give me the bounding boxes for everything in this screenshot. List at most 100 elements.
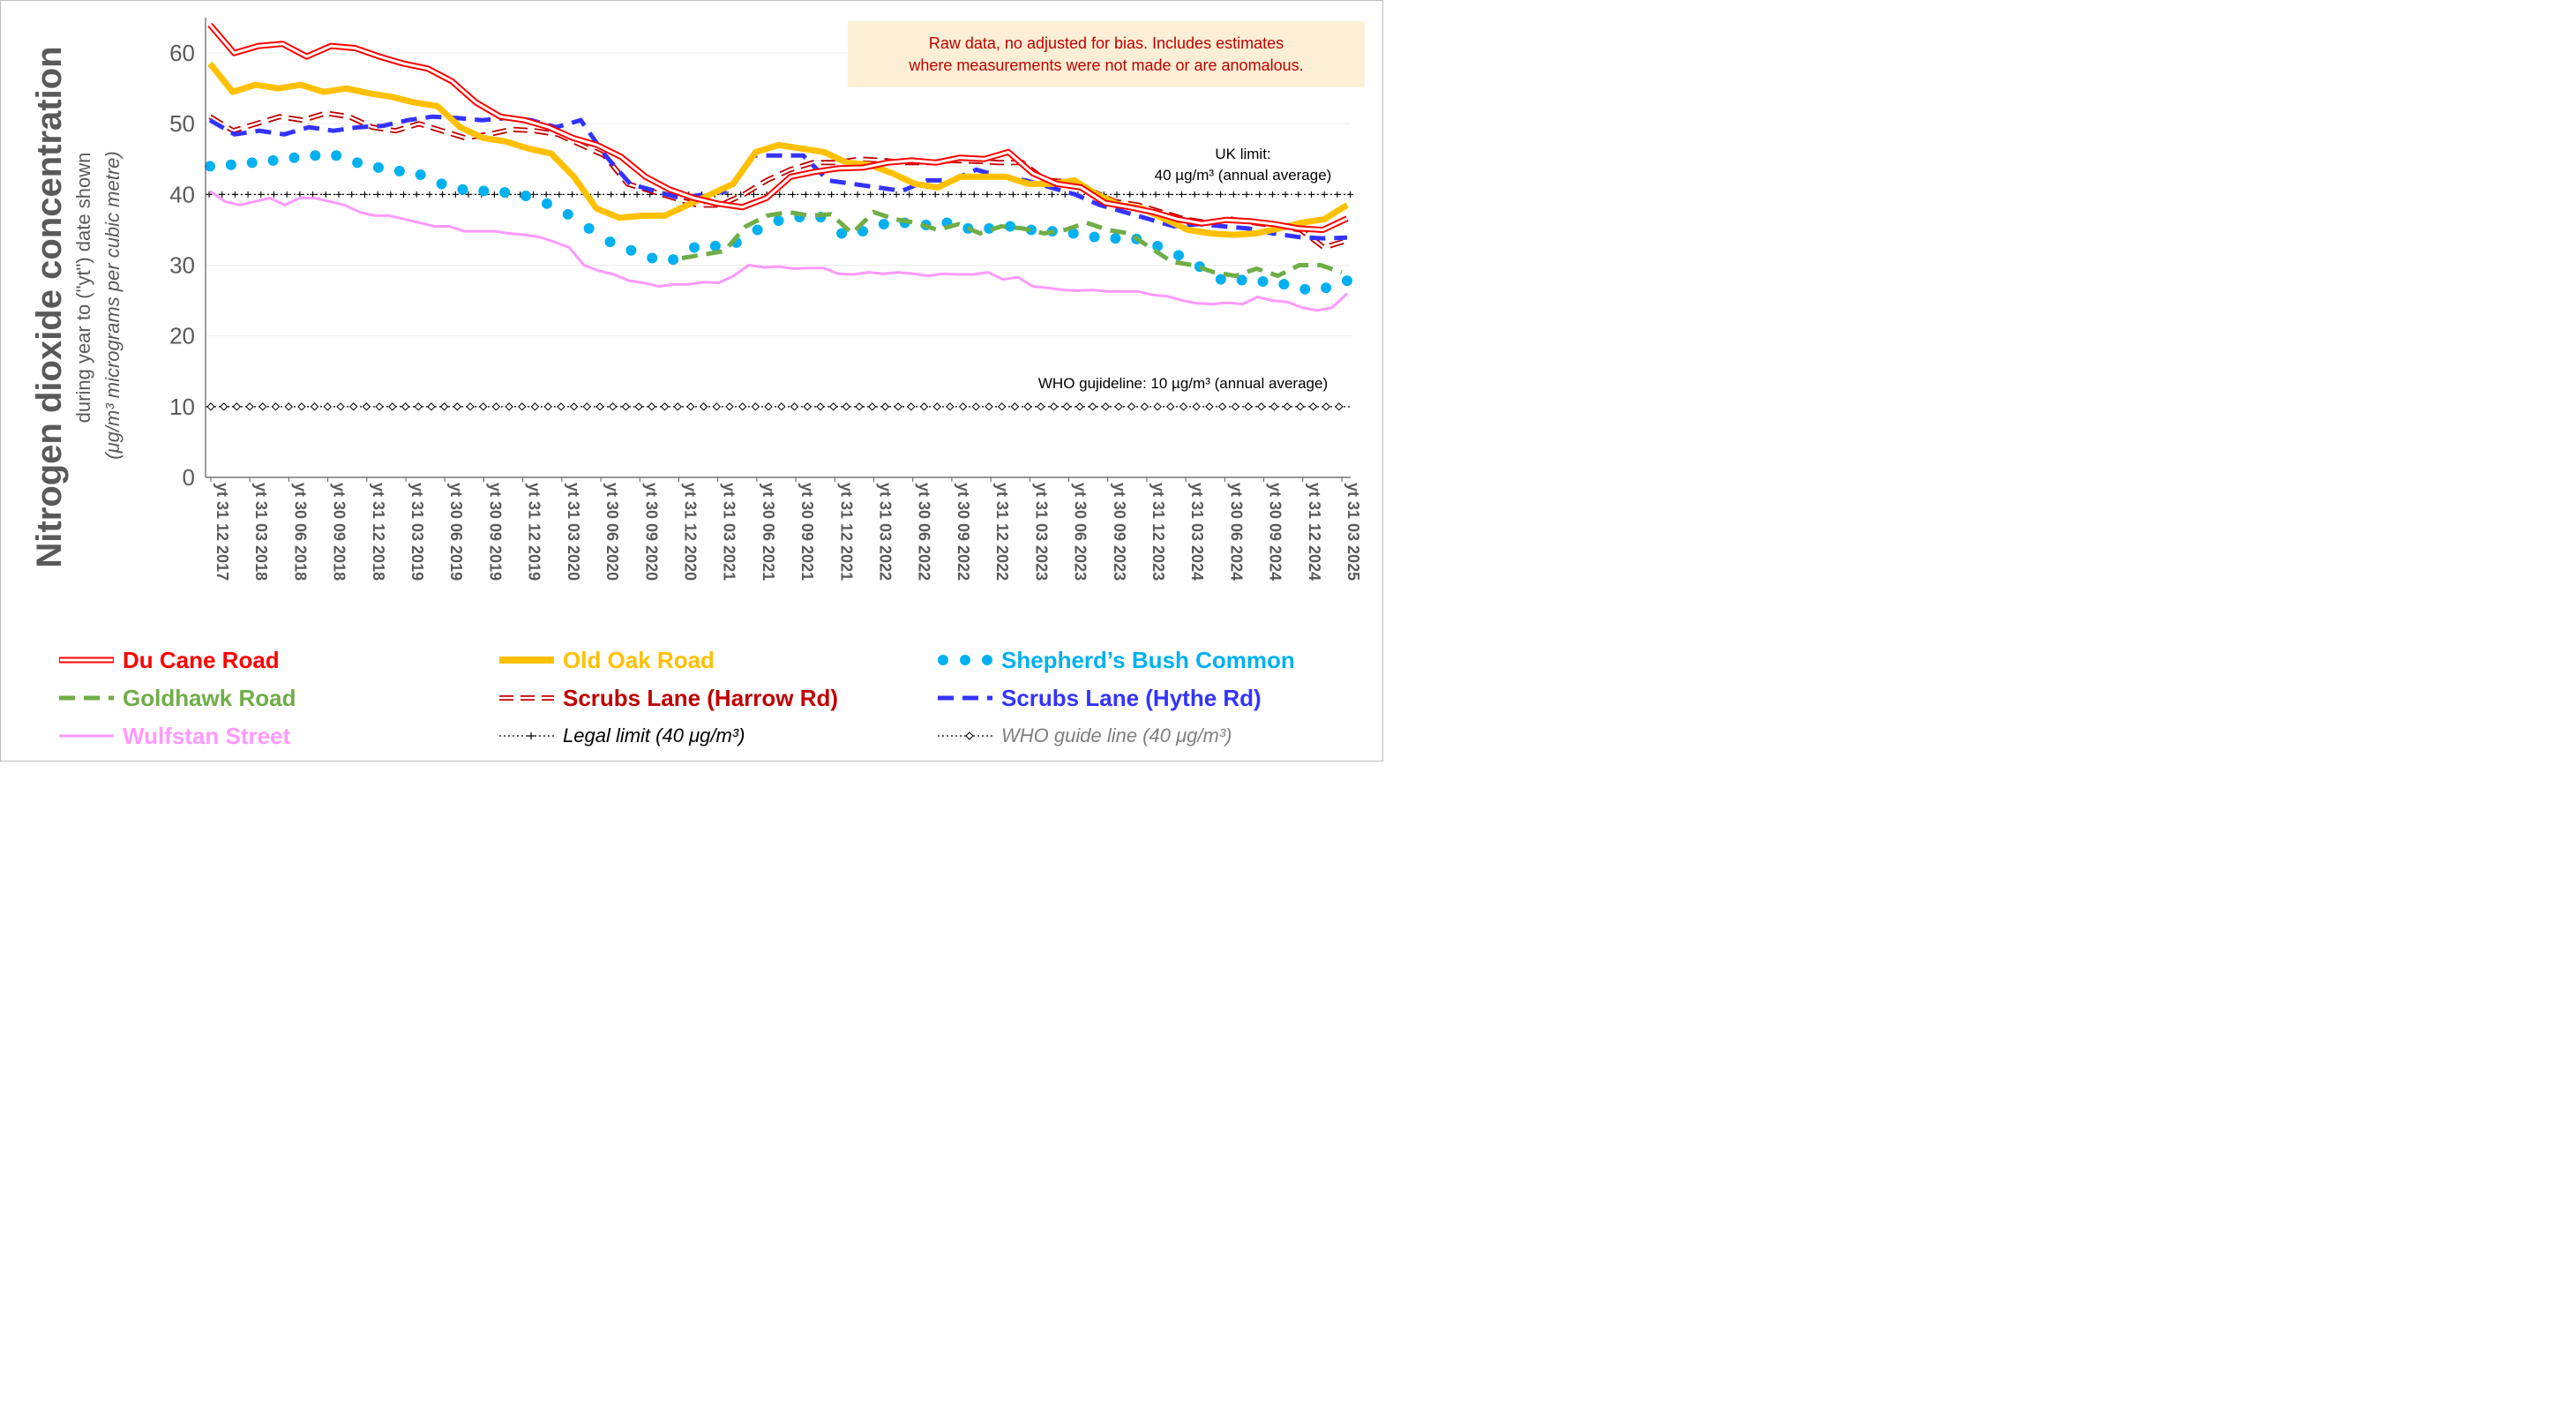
- legal-limit-marker: [1230, 191, 1237, 198]
- x-tick-label: yt 31 03 2025: [1344, 483, 1362, 581]
- series-line: [208, 114, 1348, 241]
- series-point: [352, 157, 363, 169]
- series-point: [1215, 274, 1226, 285]
- series-point: [668, 254, 679, 266]
- who-guideline-marker: [894, 402, 902, 411]
- legal-limit-marker: [932, 191, 939, 198]
- legal-limit-marker: [1113, 191, 1120, 198]
- x-tick-label: yt 30 06 2021: [760, 483, 777, 581]
- legal-limit-marker: [439, 191, 446, 198]
- y-axis-title: Nitrogen dioxide concentration during ye…: [30, 46, 124, 567]
- who-guideline-marker: [1140, 402, 1149, 411]
- legal-limit-marker: [258, 191, 265, 198]
- legend: Du Cane Road Old Oak Road Shepherd’s Bush …: [59, 647, 1295, 749]
- series-point: [604, 236, 616, 248]
- legal-limit-marker: [401, 191, 407, 198]
- x-tick-label: yt 30 09 2019: [486, 483, 504, 581]
- legal-limit-marker: [335, 191, 342, 198]
- who-guideline-marker: [919, 402, 929, 411]
- legal-limit-marker: [490, 191, 498, 198]
- legal-limit-marker: [945, 191, 952, 198]
- legal-limit-marker: [452, 191, 459, 198]
- legal-limit-marker: [219, 191, 226, 198]
- legal-limit-marker: [776, 191, 783, 198]
- x-tick-label: yt 30 09 2023: [1111, 483, 1128, 581]
- x-tick-label: yt 31 12 2022: [993, 483, 1011, 581]
- x-tick-label: yt 30 06 2019: [447, 483, 465, 581]
- x-tick-label: yt 31 12 2024: [1306, 483, 1323, 581]
- x-tick-label: yt 31 03 2018: [252, 483, 270, 581]
- legend-label: Shepherd’s Bush Common: [1001, 647, 1295, 673]
- who-guideline-marker: [777, 402, 786, 411]
- legal-limit-marker: [1269, 191, 1276, 198]
- who-guideline-marker: [414, 402, 423, 411]
- series-point: [541, 198, 552, 209]
- legal-limit-marker: [361, 191, 368, 198]
- who-guideline-label: WHO gujideline: 10 µg/m³ (annual average…: [1038, 375, 1328, 392]
- bias-note-box: [848, 21, 1365, 87]
- uk-limit-label-line2: 40 µg/m³ (annual average): [1155, 167, 1332, 184]
- legend-swatch-dot: [938, 655, 948, 665]
- series-line: [207, 61, 1349, 238]
- who-guideline-marker: [284, 402, 293, 411]
- x-tick-label: yt 31 03 2023: [1032, 483, 1050, 581]
- series-point: [773, 215, 784, 227]
- who-guideline-marker: [1075, 402, 1084, 411]
- legal-limit-marker: [530, 191, 536, 198]
- bias-note-line2: where measurements were not made or are …: [908, 56, 1303, 74]
- who-guideline-marker: [907, 402, 916, 411]
- x-tick-label: yt 30 09 2021: [798, 483, 816, 581]
- who-guideline-marker: [1283, 402, 1292, 411]
- legal-limit-marker: [1308, 191, 1314, 198]
- series-point: [689, 242, 700, 253]
- series-point: [225, 159, 236, 170]
- x-tick-label: yt 30 06 2024: [1227, 483, 1245, 581]
- who-guideline-marker: [362, 402, 371, 411]
- series-point: [499, 186, 511, 198]
- who-guideline-marker: [1269, 402, 1279, 411]
- legend-item-shepherd-s-bush-common: Shepherd’s Bush Common: [938, 647, 1295, 673]
- who-guideline-marker: [348, 402, 358, 411]
- series-scrubs-lane-hythe-rd: [208, 114, 1348, 241]
- who-guideline-marker: [595, 402, 604, 411]
- who-guideline-marker: [764, 402, 773, 411]
- who-guideline-marker: [1101, 402, 1111, 411]
- who-guideline-marker: [673, 402, 682, 411]
- legal-limit-marker: [426, 191, 433, 198]
- series-point: [246, 157, 258, 169]
- series-point: [1025, 224, 1037, 236]
- legal-limit-marker: [1036, 191, 1043, 198]
- who-guideline-marker: [557, 402, 565, 411]
- legal-limit-marker: [1295, 191, 1302, 198]
- who-guideline-marker: [1153, 402, 1162, 411]
- who-guideline-marker: [530, 402, 540, 411]
- x-tick-label: yt 30 09 2018: [331, 483, 348, 581]
- legal-limit-marker: [1204, 191, 1211, 198]
- series-point: [625, 244, 637, 256]
- chart-svg: 0 10 20 30 40 50 60 yt 31 12 2017 yt 31 03 2018 y…: [30, 18, 1365, 749]
- who-guideline-marker: [1217, 402, 1227, 411]
- legal-limit-marker: [1347, 191, 1354, 198]
- series-point: [878, 219, 889, 230]
- legal-limit-marker: [724, 191, 731, 198]
- legal-limit-marker: [620, 191, 627, 198]
- x-tick-label: yt 31 12 2017: [213, 483, 231, 581]
- legal-limit-marker: [1061, 191, 1068, 198]
- legal-limit-marker: [970, 191, 977, 198]
- legal-limit-marker: [790, 191, 796, 198]
- legend-label: Scrubs Lane (Harrow Rd): [563, 685, 838, 711]
- legend-label: Goldhawk Road: [123, 685, 296, 711]
- legal-limit-marker: [997, 191, 1004, 198]
- who-guideline-marker: [648, 402, 656, 411]
- legend-swatch-dot: [960, 655, 970, 665]
- legal-limit-marker: [1179, 191, 1185, 198]
- who-guideline-marker: [1062, 402, 1071, 411]
- x-tick-label: yt 31 03 2022: [877, 483, 895, 581]
- who-guideline-marker: [699, 402, 708, 411]
- x-tick-label: yt 30 09 2020: [642, 483, 660, 581]
- series-line-inner: [208, 24, 1348, 231]
- legal-limit-marker: [828, 191, 835, 198]
- series-point: [393, 165, 405, 176]
- who-guideline-marker: [1192, 402, 1201, 411]
- who-guideline-marker: [1256, 402, 1266, 411]
